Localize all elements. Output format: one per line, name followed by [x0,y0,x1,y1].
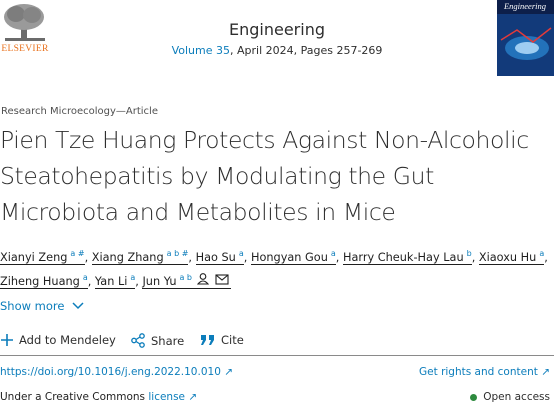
show-more[interactable]: Show more [0,299,84,313]
author-affiliation: a [238,249,244,258]
author-name: Xiang Zhang [91,250,164,264]
show-more-label: Show more [0,299,65,313]
mendeley-button[interactable]: Add to Mendeley [0,333,116,347]
rights-link[interactable]: Get rights and content ↗ [419,366,550,378]
journal-title[interactable]: Engineering [229,20,325,39]
author-entry: Hongyan Gou a, [250,249,343,265]
author-name: Hongyan Gou [250,250,328,264]
article-type: Research Microecology—Article [1,106,158,117]
chevron-icon [72,302,84,310]
author-entry: Ziheng Huang a, [0,272,95,289]
author-separator: , [135,274,139,288]
author-affiliation: a # [70,249,85,258]
article-title: Pien Tze Huang Protects Against Non-Alco… [0,126,529,226]
share-button[interactable]: Share [131,333,184,348]
publisher-name[interactable]: ELSEVIER [1,44,49,54]
author-entry: Jun Yu a b [142,272,232,289]
divider [0,355,554,356]
author-name: Jun Yu [142,274,177,288]
cover-image: Engineering [497,0,554,76]
volume-link[interactable]: Volume 35 [171,44,230,57]
cite-label: Cite [221,333,244,347]
license-row: Under a Creative Commons license ↗ [0,391,197,403]
author-separator: , [544,250,548,264]
license-link-text: license [148,391,186,403]
author-entry: Harry Cheuk-Hay Lau b, [342,249,479,265]
author-name: Hao Su [195,250,236,264]
author-link[interactable]: Ziheng Huang a [0,272,88,289]
author-affiliation: a [82,272,88,282]
author-link[interactable]: Hao Su a [195,249,244,265]
author-affiliation: b [466,249,472,258]
author-link[interactable]: Xiaoxu Hu a [478,249,545,265]
cite-button[interactable]: Cite [200,333,244,347]
issue-details: , April 2024, Pages 257-269 [229,44,383,57]
author-affiliation: a [330,249,336,258]
license-text: Under a Creative Commons [0,391,146,403]
author-entry: Xiang Zhang a b #, [91,249,196,265]
author-entry: Yan Li a, [94,272,143,289]
share-label: Share [151,333,185,348]
author-separator: , [87,274,92,288]
share-icon [131,333,145,348]
author-separator: , [335,250,340,264]
issue-info: Volume 35, April 2024, Pages 257-269 [0,44,554,57]
author-separator: , [471,250,476,264]
author-name: Harry Cheuk-Hay Lau [342,250,464,264]
author-separator: , [84,250,89,264]
author-link[interactable]: Hongyan Gou a [250,249,336,265]
author-affiliation: a [130,272,136,282]
open-access-label: Open access [483,391,550,403]
author-name: Ziheng Huang [0,274,80,288]
doi-link[interactable]: https://doi.org/10.1016/j.eng.2022.10.01… [0,366,233,378]
license-link[interactable]: license ↗ [148,391,198,403]
author-name: Xiaoxu Hu [478,250,537,264]
open-access-dot [470,393,478,401]
author-link[interactable]: Harry Cheuk-Hay Lau b [342,249,472,265]
author-icons [196,272,229,285]
open-access: Open access [470,391,550,403]
author-link[interactable]: Jun Yu a b [142,272,232,289]
author-link[interactable]: Xianyi Zeng a # [0,249,85,265]
plus-icon [1,334,13,346]
cite-icon [201,335,214,345]
author-separator: , [243,250,248,264]
external-arrow: ↗ [541,366,550,378]
author-link[interactable]: Yan Li a [94,272,136,289]
author-name: Yan Li [94,274,128,288]
doi-text: https://doi.org/10.1016/j.eng.2022.10.01… [0,366,221,378]
author-affiliation: a [539,249,545,258]
author-separator: , [188,250,192,264]
author-affiliation: a b [179,272,193,282]
publisher-logo [4,4,45,41]
author-name: Xianyi Zeng [0,250,68,264]
author-entry: Xianyi Zeng a #, [0,249,92,265]
author-link[interactable]: Xiang Zhang a b # [91,249,189,265]
cover-title: Engineering [503,1,546,11]
mendeley-label: Add to Mendeley [19,333,116,347]
author-affiliation: a b # [166,249,189,258]
journal-cover[interactable]: Engineering [497,0,554,76]
author-entry: Xiaoxu Hu a, [478,249,548,265]
author-entry: Hao Su a, [195,249,251,265]
rights-text: Get rights and content [419,366,538,378]
external-arrow: ↗ [224,366,234,378]
author-list: Xianyi Zeng a #, Xiang Zhang a b #, Hao Su… [0,244,552,292]
